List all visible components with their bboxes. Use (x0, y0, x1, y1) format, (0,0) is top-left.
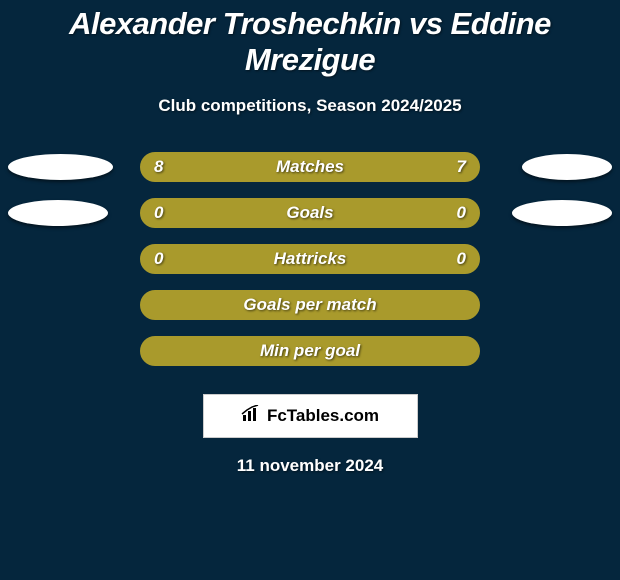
logo-box: FcTables.com (203, 394, 418, 438)
stat-value-left: 0 (154, 249, 163, 269)
stats-rows: 8 Matches 7 0 Goals 0 0 Hattricks 0 Goals per mat… (0, 144, 620, 374)
stat-bar: 8 Matches 7 (140, 152, 480, 182)
date-text: 11 november 2024 (0, 456, 620, 476)
stat-label: Goals (286, 203, 333, 223)
stat-row: Goals per match (0, 282, 620, 328)
stat-row: 0 Hattricks 0 (0, 236, 620, 282)
stat-row: Min per goal (0, 328, 620, 374)
stat-label: Goals per match (243, 295, 376, 315)
stat-value-left: 0 (154, 203, 163, 223)
comparison-infographic: Alexander Troshechkin vs Eddine Mrezigue… (0, 0, 620, 580)
stat-bar: 0 Hattricks 0 (140, 244, 480, 274)
ellipse-left (8, 154, 113, 180)
stat-label: Matches (276, 157, 344, 177)
stat-value-right: 0 (457, 249, 466, 269)
stat-value-left: 8 (154, 157, 163, 177)
stat-label: Min per goal (260, 341, 360, 361)
page-title: Alexander Troshechkin vs Eddine Mrezigue (0, 0, 620, 78)
stat-value-right: 0 (457, 203, 466, 223)
chart-icon (241, 405, 263, 428)
ellipse-left (8, 200, 108, 226)
subtitle: Club competitions, Season 2024/2025 (0, 96, 620, 116)
stat-bar: Goals per match (140, 290, 480, 320)
stat-row: 0 Goals 0 (0, 190, 620, 236)
stat-bar: Min per goal (140, 336, 480, 366)
stat-bar: 0 Goals 0 (140, 198, 480, 228)
stat-value-right: 7 (457, 157, 466, 177)
logo-text: FcTables.com (267, 406, 379, 426)
stat-row: 8 Matches 7 (0, 144, 620, 190)
stat-label: Hattricks (274, 249, 347, 269)
ellipse-right (522, 154, 612, 180)
ellipse-right (512, 200, 612, 226)
